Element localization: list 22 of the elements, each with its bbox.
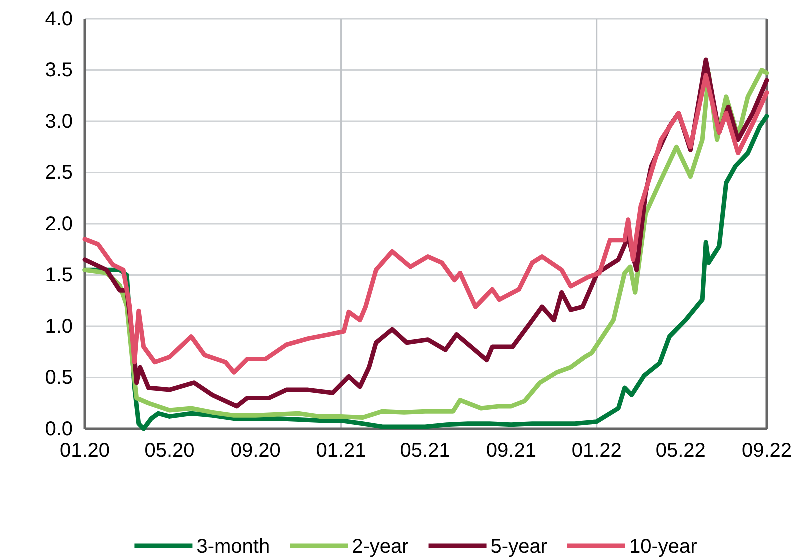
y-tick-label: 3.5 <box>45 60 73 82</box>
y-tick-label: 2.0 <box>45 213 73 236</box>
x-tick-label: 01.21 <box>316 440 366 462</box>
y-tick-label: 1.5 <box>45 264 73 287</box>
legend-label: 2-year <box>352 536 410 558</box>
y-tick-label: 2.5 <box>45 162 73 184</box>
x-tick-label: 09.22 <box>742 440 792 462</box>
legend-label: 10-year <box>629 536 698 558</box>
x-tick-label: 05.22 <box>656 440 706 462</box>
x-tick-label: 01.20 <box>60 440 110 462</box>
y-tick-label: 4.0 <box>45 8 73 30</box>
x-tick-label: 05.21 <box>400 440 450 462</box>
y-tick-label: 0.0 <box>45 418 73 440</box>
x-tick-label: 01.22 <box>572 440 622 462</box>
legend-label: 3-month <box>196 536 270 558</box>
y-tick-label: 3.0 <box>45 110 73 133</box>
y-tick-label: 0.5 <box>45 367 73 390</box>
x-tick-label: 05.20 <box>144 440 195 462</box>
y-tick-label: 1.0 <box>45 316 73 338</box>
x-tick-label: 09.20 <box>230 440 281 462</box>
legend-label: 5-year <box>490 536 548 558</box>
x-tick-label: 09.21 <box>486 440 536 462</box>
